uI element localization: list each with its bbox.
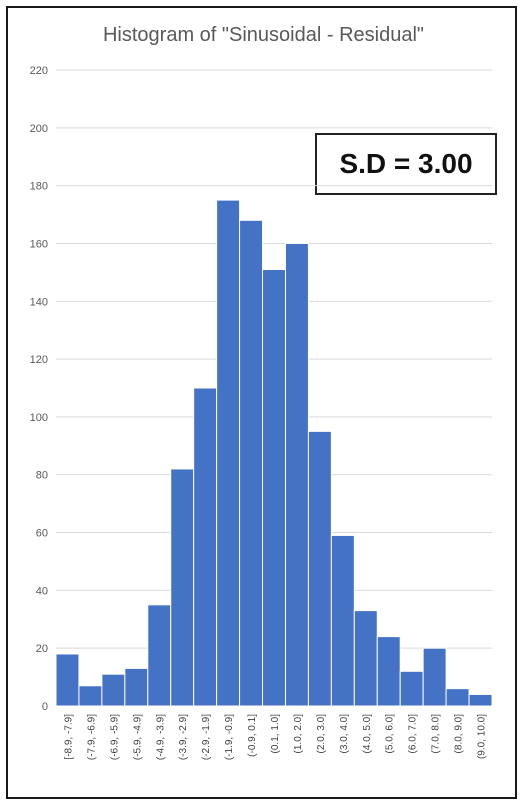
histogram-bar	[307, 430, 332, 707]
sd-annotation: S.D = 3.00	[315, 133, 497, 195]
y-tick-label: 0	[42, 701, 48, 713]
histogram-bar	[284, 242, 309, 707]
histogram-bar	[445, 688, 470, 707]
histogram-bar	[353, 610, 378, 707]
histogram-bar	[101, 673, 126, 707]
x-category-label: (0.1, 1.0]	[270, 714, 281, 754]
y-tick-label: 180	[30, 181, 48, 193]
histogram-bar	[216, 199, 241, 707]
x-category-label: [-8.9, -7.9]	[63, 714, 74, 760]
y-tick-label: 160	[30, 238, 48, 250]
x-category-label: (-3.9, -2.9]	[178, 714, 189, 760]
y-tick-label: 120	[30, 354, 48, 366]
y-tick-label: 20	[36, 643, 48, 655]
y-axis-tick-labels: 0 20 40 60 80 100 120 140 160 180 200 220	[30, 65, 48, 713]
x-category-label: (-4.9, -3.9]	[155, 714, 166, 760]
histogram-bar	[124, 667, 149, 707]
histogram-bar	[55, 653, 80, 707]
histogram-bar	[262, 268, 286, 707]
y-tick-label: 60	[36, 528, 48, 540]
histogram-bar	[78, 685, 103, 707]
x-category-label: (6.0, 7.0]	[408, 714, 419, 754]
histogram-bar	[468, 693, 493, 707]
histogram-bar	[376, 636, 401, 707]
x-category-label: (-7.9, -6.9]	[86, 714, 97, 760]
x-category-label: (9.0, 10.0]	[477, 714, 488, 759]
histogram-bar	[330, 534, 355, 707]
y-tick-label: 140	[30, 296, 48, 308]
chart-title: Histogram of "Sinusoidal - Residual"	[102, 24, 424, 46]
x-category-label: (-6.9, -5.9]	[109, 714, 120, 760]
histogram-bar	[170, 468, 195, 707]
x-category-label: (-0.9, 0.1]	[247, 714, 258, 757]
bars	[55, 199, 493, 707]
x-category-label: (-2.9, -1.9]	[201, 714, 212, 760]
y-tick-label: 200	[30, 123, 48, 135]
x-category-label: (2.0, 3.0]	[316, 714, 327, 754]
x-category-label: (-1.9, -0.9]	[224, 714, 235, 760]
histogram-bar	[239, 219, 264, 707]
y-tick-label: 40	[36, 585, 48, 597]
x-category-label: (7.0, 8.0]	[431, 714, 442, 754]
x-axis-category-labels: [-8.9, -7.9] (-7.9, -6.9] (-6.9, -5.9] (-5.…	[63, 714, 487, 760]
histogram-bar	[399, 670, 424, 707]
y-tick-label: 80	[36, 470, 48, 482]
x-category-label: (5.0, 6.0]	[385, 714, 396, 754]
histogram-bar	[193, 387, 218, 707]
x-category-label: (-5.9, -4.9]	[132, 714, 143, 760]
y-tick-label: 220	[30, 65, 48, 77]
histogram-bar	[147, 604, 172, 707]
x-category-label: (1.0, 2.0]	[293, 714, 304, 754]
x-category-label: (4.0, 5.0]	[362, 714, 373, 754]
x-category-label: (3.0, 4.0]	[339, 714, 350, 754]
histogram-bar	[422, 647, 447, 707]
x-category-label: (8.0, 9.0]	[454, 714, 465, 754]
y-tick-label: 100	[30, 412, 48, 424]
